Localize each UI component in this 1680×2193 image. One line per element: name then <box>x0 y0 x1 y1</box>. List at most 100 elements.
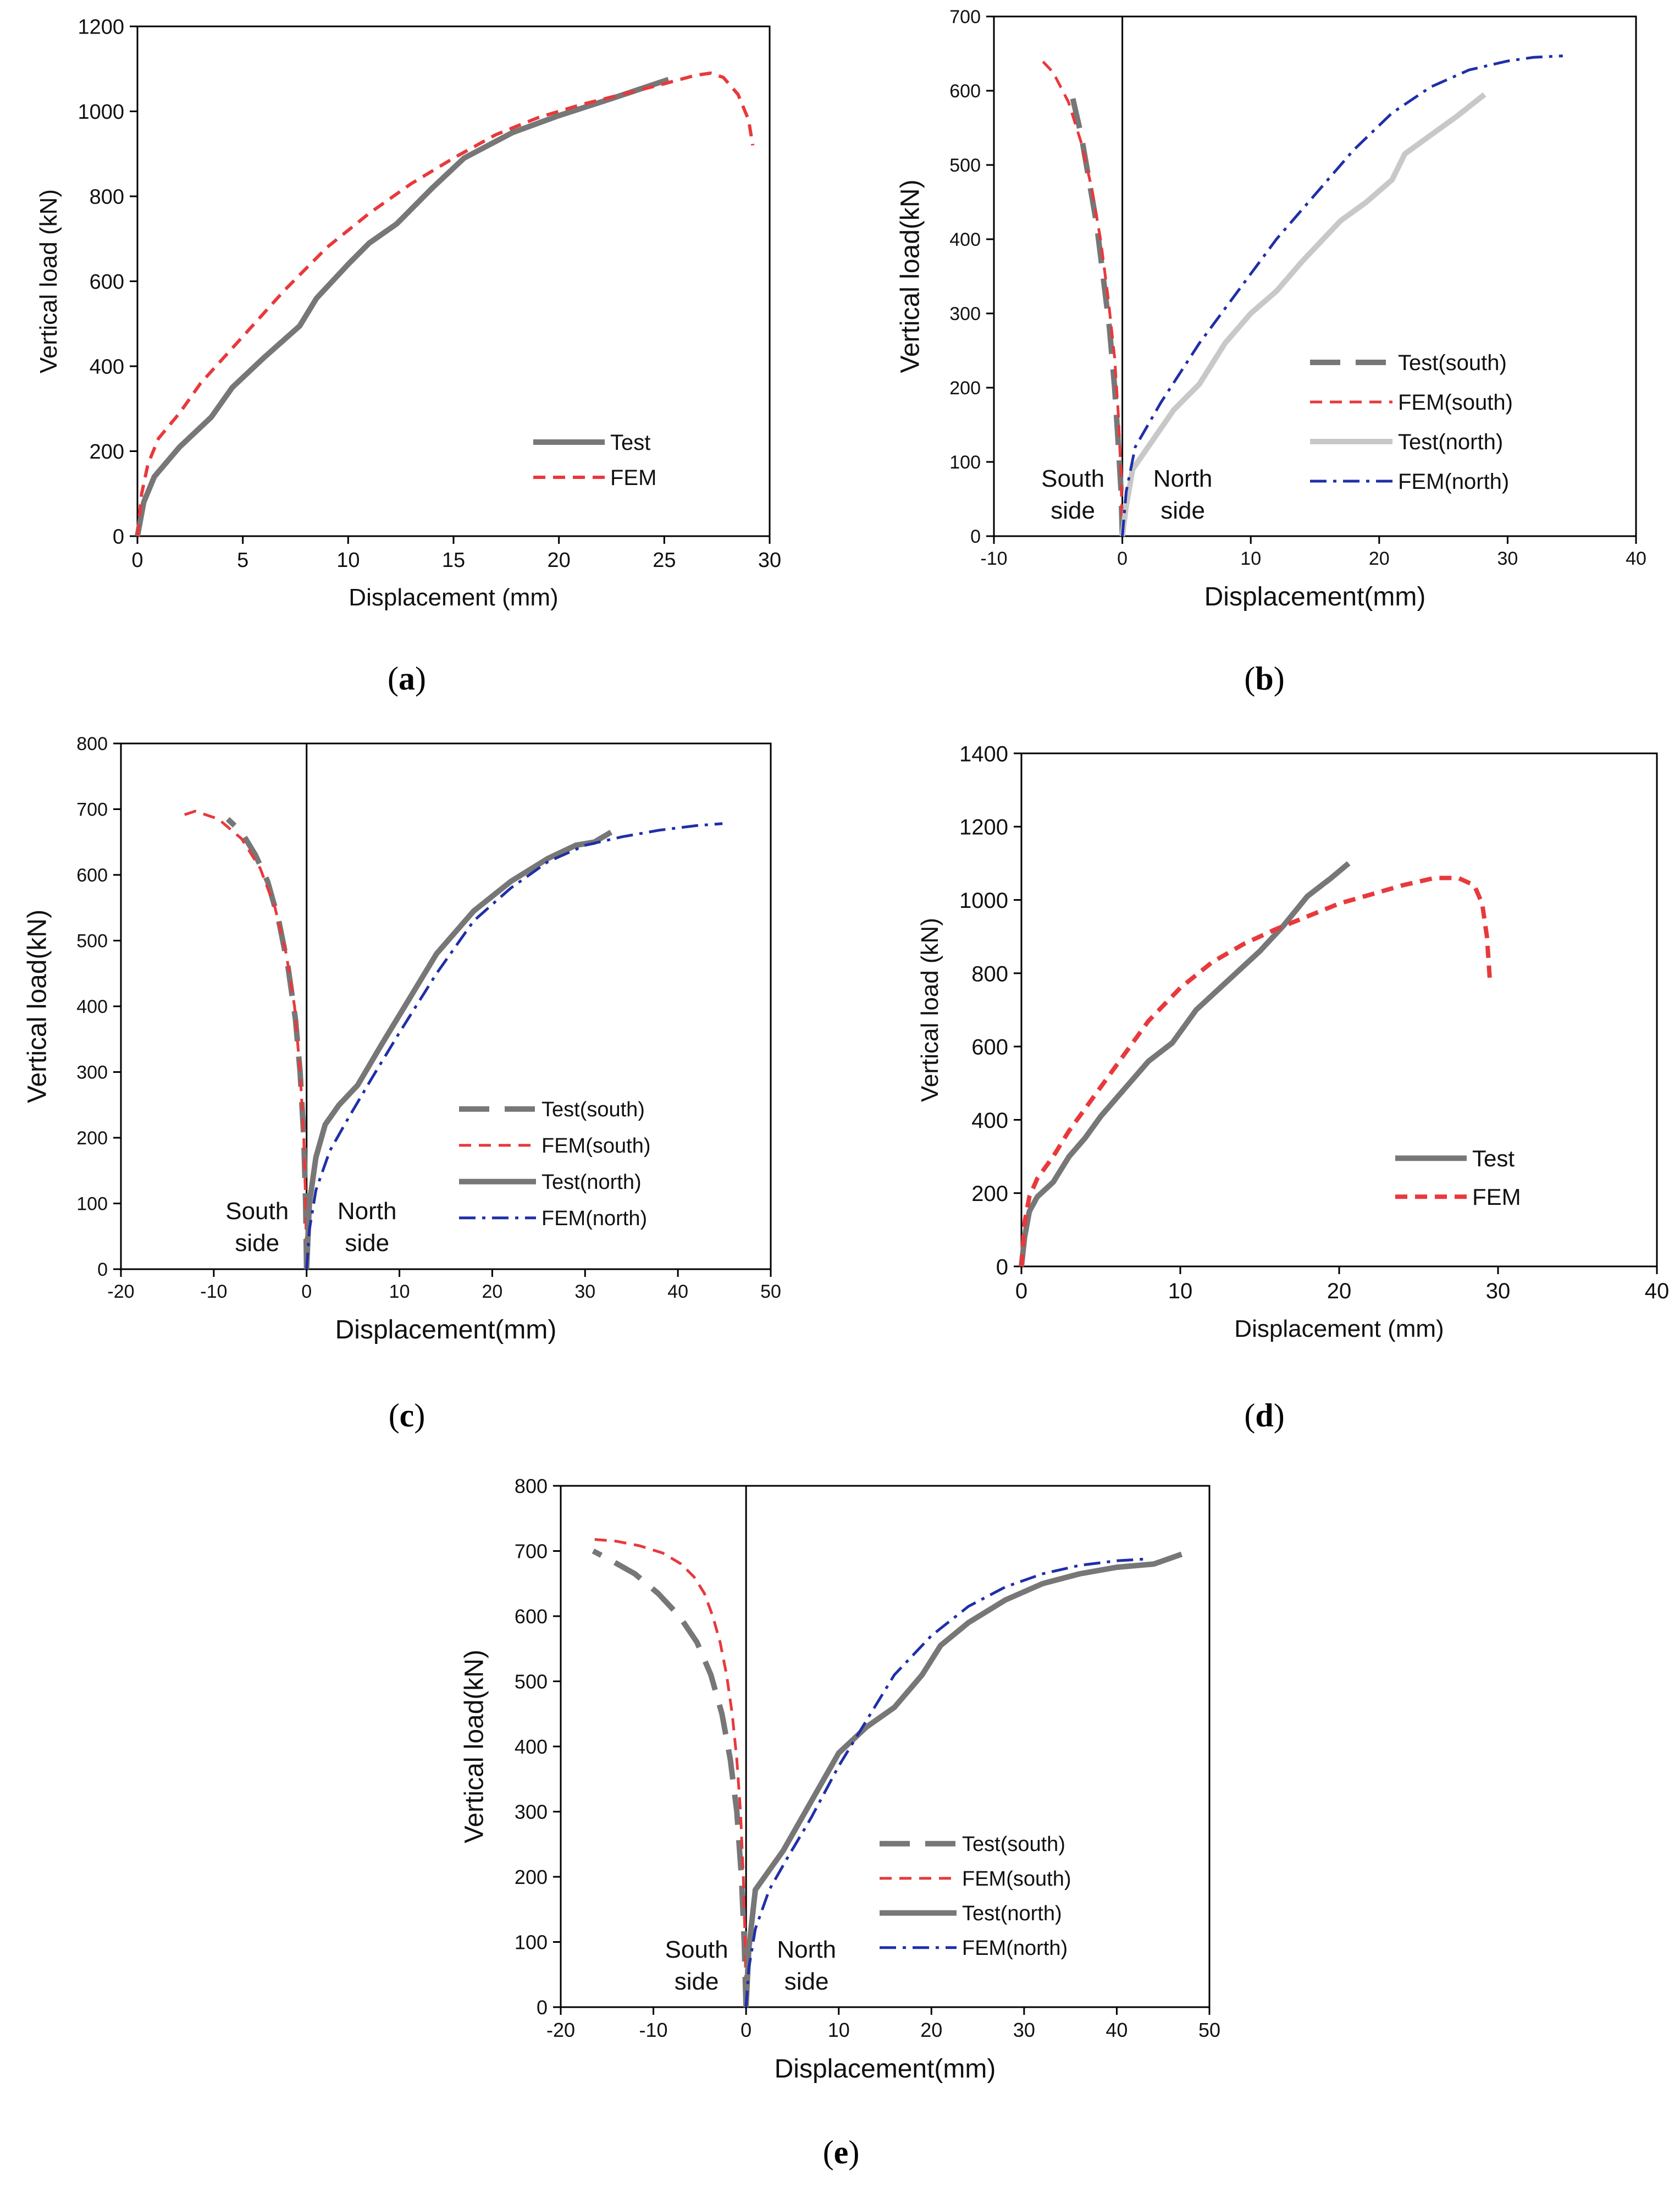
y-tick-label: 600 <box>515 1605 548 1628</box>
series-line-test-south <box>592 1549 749 2008</box>
x-tick-label: 20 <box>1369 548 1390 569</box>
series-line-fem-north <box>744 1557 1150 2008</box>
legend-label: Test(south) <box>541 1098 645 1121</box>
x-tick-label: 10 <box>389 1281 410 1302</box>
south-side-label: side <box>675 1968 719 1995</box>
y-tick-label: 800 <box>515 1475 548 1497</box>
y-tick-label: 500 <box>76 931 108 952</box>
x-tick-label: 30 <box>574 1281 595 1302</box>
x-tick-label: 50 <box>760 1281 781 1302</box>
legend-label: FEM(north) <box>1398 470 1509 494</box>
south-side-label: South <box>1041 465 1104 492</box>
x-tick-label: 40 <box>1626 548 1646 569</box>
y-axis-title: Vertical load(kN) <box>896 179 925 373</box>
y-tick-label: 800 <box>90 186 124 209</box>
x-tick-label: 0 <box>740 2019 751 2041</box>
x-tick-label: 0 <box>301 1281 312 1302</box>
series-line-fem <box>1019 875 1493 1267</box>
y-tick-label: 800 <box>76 734 108 754</box>
y-tick-label: 700 <box>76 800 108 820</box>
caption-b: (b) <box>1244 660 1285 697</box>
y-tick-label: 500 <box>949 155 981 176</box>
x-tick-label: 5 <box>237 549 248 572</box>
y-tick-label: 400 <box>949 229 981 250</box>
legend-label: FEM <box>610 466 656 490</box>
caption-e: (e) <box>822 2134 860 2170</box>
x-tick-label: -10 <box>639 2019 668 2041</box>
plot-frame <box>136 25 771 537</box>
series-line-fem-south <box>593 1538 748 2008</box>
plot-frame <box>993 15 1637 537</box>
x-axis-title: Displacement (mm) <box>349 584 558 611</box>
y-tick-label: 200 <box>949 378 981 399</box>
y-axis-title: Vertical load (kN) <box>35 189 62 373</box>
y-tick-label: 600 <box>971 1035 1008 1060</box>
x-tick-label: 30 <box>1013 2019 1035 2041</box>
y-tick-label: 1200 <box>959 816 1008 840</box>
plot-frame <box>560 1485 1211 2008</box>
north-side-label: side <box>345 1230 389 1257</box>
north-side-label: North <box>1153 465 1213 492</box>
y-tick-label: 1000 <box>78 101 124 124</box>
legend-label: Test <box>1472 1145 1515 1171</box>
y-tick-label: 400 <box>515 1735 548 1758</box>
x-axis-title: Displacement(mm) <box>335 1315 557 1345</box>
x-tick-label: 50 <box>1198 2019 1220 2041</box>
x-tick-label: 0 <box>131 549 143 572</box>
y-tick-label: 300 <box>949 304 981 324</box>
legend-label: FEM(south) <box>541 1134 650 1158</box>
y-tick-label: 0 <box>113 526 124 549</box>
x-tick-label: 10 <box>828 2019 850 2041</box>
chart-a: 0 5 10 15 20 25 30 0 200 400 600 800 1000 1200 Displac… <box>35 16 781 611</box>
x-tick-label: -10 <box>200 1281 227 1302</box>
y-tick-label: 0 <box>537 1996 548 2019</box>
series-line-fem-north <box>305 822 723 1270</box>
south-side-label: side <box>1051 497 1095 524</box>
x-tick-label: 15 <box>442 549 465 572</box>
caption-a: (a) <box>388 660 426 697</box>
series-line-test <box>1019 861 1351 1267</box>
chart-d: 0 10 20 30 400200400600800100012001400Displa… <box>916 742 1669 1342</box>
x-axis-title: Displacement (mm) <box>1234 1315 1444 1342</box>
y-tick-label: 800 <box>971 962 1008 986</box>
series-line-test-north <box>303 829 613 1270</box>
y-tick-label: 500 <box>515 1670 548 1693</box>
north-side-label: North <box>338 1198 397 1225</box>
legend-label: FEM(north) <box>541 1207 647 1230</box>
x-tick-label: 10 <box>1168 1279 1193 1303</box>
y-tick-label: 200 <box>90 440 124 464</box>
legend-label: Test <box>610 431 650 455</box>
x-tick-label: 40 <box>1106 2019 1128 2041</box>
series-line-test <box>135 76 670 537</box>
legend-label: FEM(north) <box>962 1937 1068 1960</box>
y-tick-label: 300 <box>515 1800 548 1823</box>
y-tick-label: 0 <box>996 1255 1008 1279</box>
y-tick-label: 1000 <box>959 889 1008 913</box>
y-tick-label: 200 <box>971 1182 1008 1206</box>
chart-e: -20 -10 0 10 20 30 40 5001002003004005006007008… <box>460 1475 1220 2084</box>
chart-c: -20 -10 0 10 20 30 40 5001002003004005006007008… <box>23 734 781 1345</box>
y-tick-label: 600 <box>949 81 981 102</box>
x-tick-label: -20 <box>107 1281 134 1302</box>
north-side-label: side <box>1160 497 1205 524</box>
x-tick-label: 20 <box>548 549 571 572</box>
y-tick-label: 100 <box>515 1931 548 1953</box>
y-tick-label: 100 <box>76 1194 108 1215</box>
y-tick-label: 400 <box>76 996 108 1017</box>
y-axis-title: Vertical load(kN) <box>23 910 52 1103</box>
y-tick-label: 700 <box>515 1540 548 1562</box>
series-line-fem <box>136 71 755 537</box>
x-tick-label: -20 <box>546 2019 575 2041</box>
y-tick-label: 0 <box>97 1259 108 1280</box>
y-tick-label: 600 <box>90 271 124 294</box>
y-tick-label: 1200 <box>78 16 124 39</box>
north-side-label: side <box>784 1968 829 1995</box>
chart-b: -10 0 10 20 30 400100200300400500600700Displa… <box>896 7 1646 611</box>
x-tick-label: 20 <box>482 1281 503 1302</box>
x-tick-label: 20 <box>1327 1279 1352 1303</box>
y-tick-label: 300 <box>76 1062 108 1083</box>
series-line-test-north <box>1119 92 1486 537</box>
caption-d: (d) <box>1244 1397 1285 1434</box>
legend-label: Test(north) <box>1398 430 1503 454</box>
series-line-fem-south <box>181 809 308 1270</box>
